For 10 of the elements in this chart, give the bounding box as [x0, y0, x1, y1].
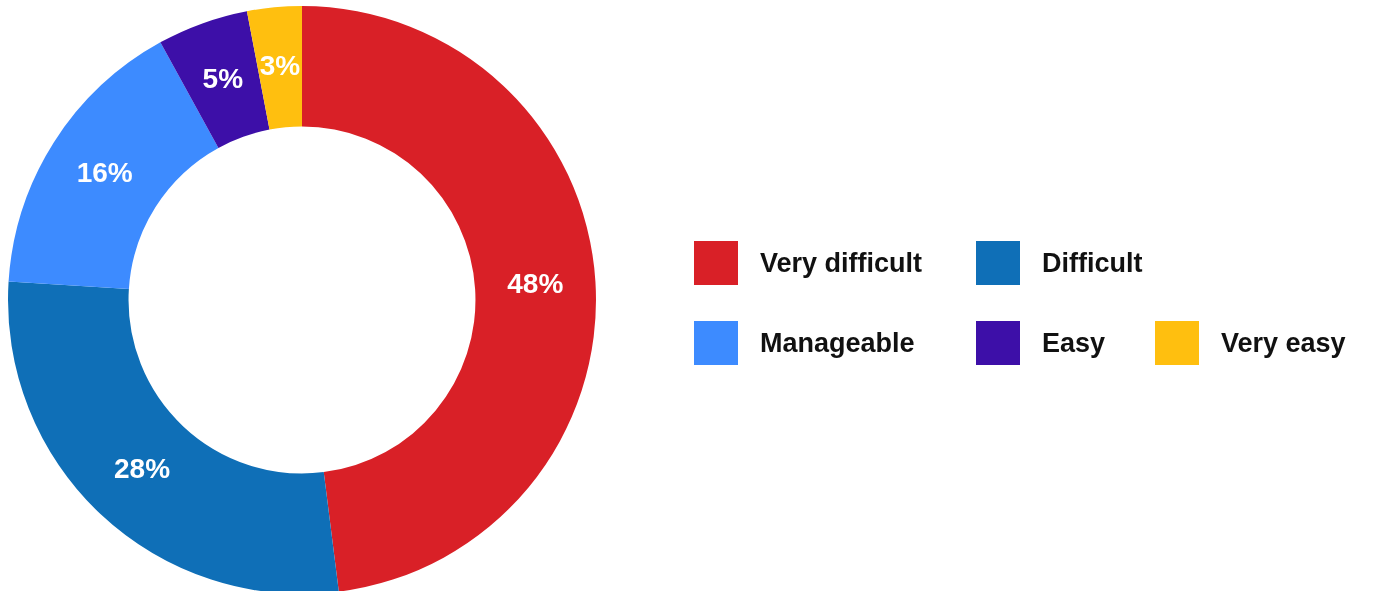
data-label: 16%	[76, 157, 133, 189]
legend-label: Very difficult	[760, 247, 923, 279]
data-label: 3%	[259, 50, 301, 82]
data-label: 28%	[113, 453, 171, 485]
legend-label: Difficult	[1042, 247, 1143, 279]
legend-label: Easy	[1042, 327, 1106, 359]
data-label: 5%	[202, 62, 244, 94]
legend-label: Very easy	[1221, 327, 1346, 359]
data-label: 48%	[507, 268, 564, 300]
legend-label: Manageable	[760, 327, 915, 359]
